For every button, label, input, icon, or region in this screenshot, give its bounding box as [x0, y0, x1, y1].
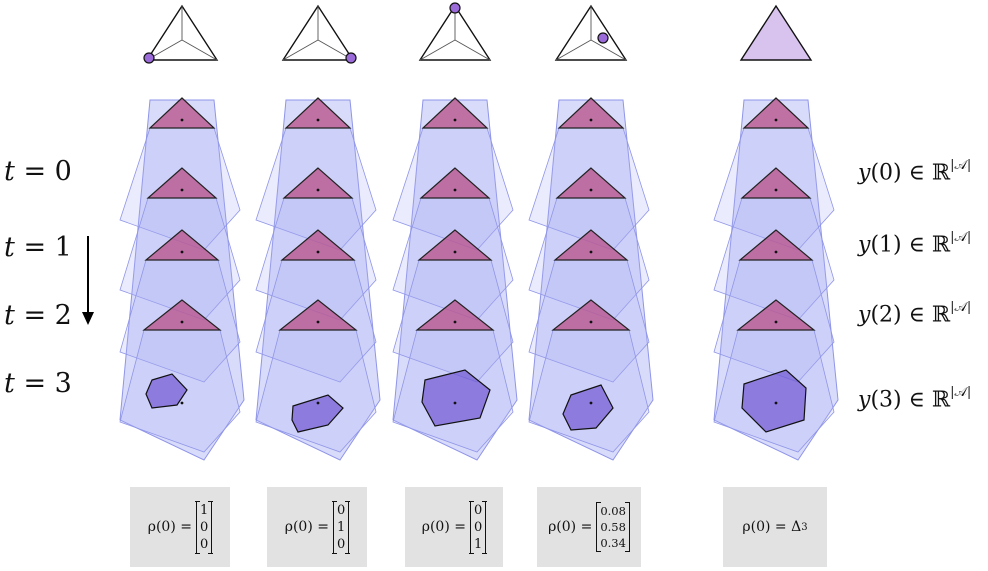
region-center-1 [180, 401, 184, 405]
reachable-region-t3-4 [562, 384, 614, 431]
level-2-center-5 [774, 250, 778, 254]
time-label-3: t = 3 [4, 368, 72, 399]
level-2-triangle-2 [280, 229, 356, 261]
time-arrow-head [82, 312, 94, 325]
reachable-region-t3-1 [145, 373, 188, 409]
state-vector-4: 0.08 0.58 0.34 [595, 502, 631, 552]
level-2-center-4 [589, 250, 593, 254]
reachable-region-t3-2 [291, 394, 344, 433]
level-1-triangle-3 [419, 167, 491, 199]
level-0-center-1 [180, 118, 184, 122]
region-center-4 [589, 401, 593, 405]
time-label-1: t = 1 [4, 232, 72, 263]
simplex-icon-5 [739, 4, 813, 61]
simplex-icon-3-spoke-3 [454, 39, 491, 61]
output-label-1: y(1) ∈ ℝ|𝒜| [858, 230, 972, 258]
level-0-triangle-3 [421, 97, 489, 129]
level-0-triangle-5 [742, 97, 810, 129]
output-label-0: y(0) ∈ ℝ|𝒜| [858, 158, 972, 186]
time-label-0: t = 0 [4, 156, 72, 187]
level-0-triangle-2 [284, 97, 352, 129]
level-1-center-1 [180, 188, 184, 192]
level-1-triangle-5 [740, 167, 812, 199]
level-2-center-2 [316, 250, 320, 254]
level-0-center-5 [774, 118, 778, 122]
level-1-triangle-2 [282, 167, 354, 199]
level-1-center-4 [589, 188, 593, 192]
level-1-center-5 [774, 188, 778, 192]
level-2-triangle-3 [417, 229, 493, 261]
level-1-center-2 [316, 188, 320, 192]
simplex-icon-3-spoke-2 [419, 39, 456, 61]
level-3-center-5 [774, 320, 778, 324]
level-2-center-3 [453, 250, 457, 254]
output-label-2: y(2) ∈ ℝ|𝒜| [858, 300, 972, 328]
level-3-triangle-1 [142, 299, 222, 331]
initial-state-box-4: ρ(0) = 0.08 0.58 0.34 [537, 487, 641, 567]
level-2-center-1 [180, 250, 184, 254]
level-3-center-2 [316, 320, 320, 324]
simplex-icon-4-spoke-3 [590, 39, 627, 61]
level-3-center-3 [453, 320, 457, 324]
output-label-3: y(3) ∈ ℝ|𝒜| [858, 385, 972, 413]
initial-point-4 [597, 32, 609, 44]
level-0-center-2 [316, 118, 320, 122]
level-0-triangle-1 [148, 97, 216, 129]
level-0-center-3 [453, 118, 457, 122]
level-2-triangle-5 [738, 229, 814, 261]
region-center-2 [316, 401, 320, 405]
level-3-triangle-4 [551, 299, 631, 331]
level-3-triangle-5 [736, 299, 816, 331]
simplex-icon-4-spoke-2 [555, 39, 592, 61]
level-1-triangle-1 [146, 167, 218, 199]
time-label-2: t = 2 [4, 300, 72, 331]
level-1-center-3 [453, 188, 457, 192]
level-1-triangle-4 [555, 167, 627, 199]
initial-point-3 [449, 2, 461, 14]
simplex-icon-2-spoke-2 [282, 39, 319, 61]
level-2-triangle-1 [144, 229, 220, 261]
region-center-3 [453, 401, 457, 405]
level-0-triangle-4 [557, 97, 625, 129]
initial-point-2 [345, 52, 357, 64]
reachable-region-t3-3 [421, 369, 491, 427]
initial-point-1 [143, 52, 155, 64]
level-0-center-4 [589, 118, 593, 122]
region-center-5 [774, 401, 778, 405]
level-3-triangle-2 [278, 299, 358, 331]
level-3-center-4 [589, 320, 593, 324]
reachable-region-t3-5 [741, 369, 807, 433]
level-3-triangle-3 [415, 299, 495, 331]
level-2-triangle-4 [553, 229, 629, 261]
simplex-icon-1-spoke-3 [181, 39, 218, 61]
level-3-center-1 [180, 320, 184, 324]
